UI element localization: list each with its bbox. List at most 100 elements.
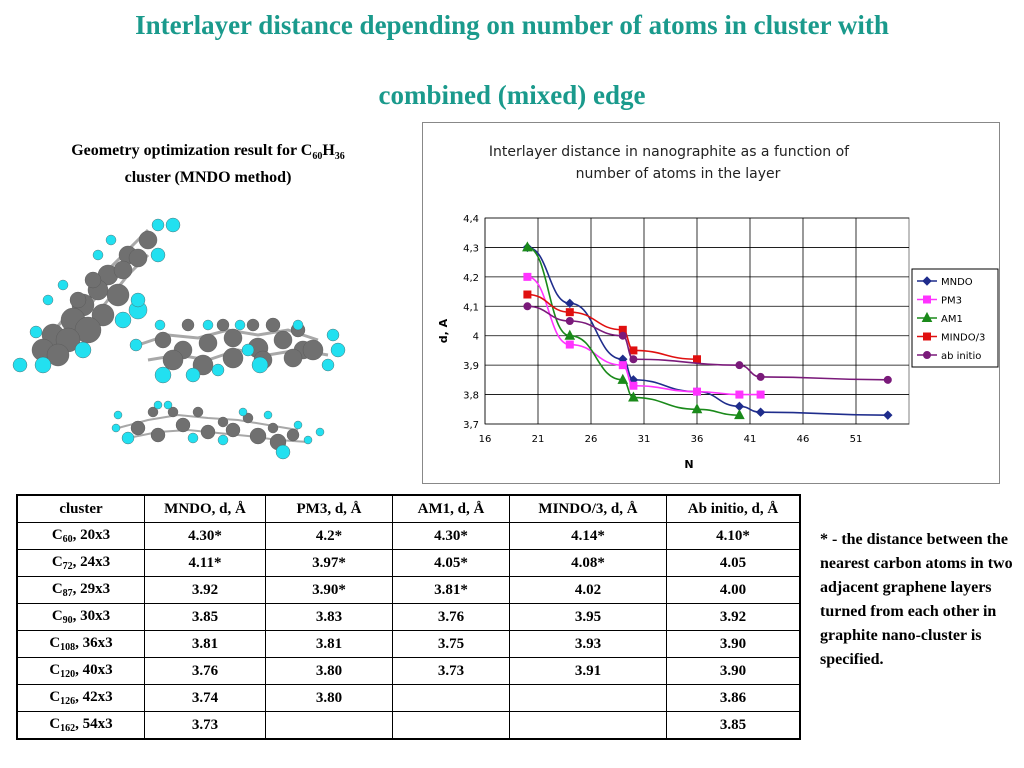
data-point-am1 <box>734 409 745 420</box>
legend-marker <box>921 311 933 322</box>
hydrogen-atom <box>74 341 92 359</box>
table-cell: 3.92 <box>144 576 266 604</box>
carbon-atom <box>150 427 166 443</box>
data-point-am1 <box>617 373 629 384</box>
hydrogen-atom <box>211 363 225 377</box>
y-tick-label: 4,2 <box>463 273 479 284</box>
chart-ticks: 3,7 3,8 3,9 4 4,1 4,2 4,3 4,4 16 21 26 31 36 41 46 51 <box>463 214 862 445</box>
table-cell <box>509 711 667 740</box>
table-cell: 3.80 <box>265 684 393 712</box>
legend-item-ab-initio: ab initio <box>917 351 981 362</box>
hydrogen-atom <box>292 319 304 331</box>
table-cell: 3.86 <box>666 684 801 712</box>
hydrogen-atom <box>293 420 303 430</box>
carbon-atom <box>222 347 244 369</box>
table-cell: 4.10* <box>666 522 801 550</box>
legend-item-am1: AM1 <box>917 311 963 325</box>
hydrogen-atom <box>326 328 340 342</box>
table-cell: 3.90 <box>666 630 801 658</box>
hydrogen-atom <box>330 342 346 358</box>
carbon-atom <box>175 417 191 433</box>
table-cell: 4.00 <box>666 576 801 604</box>
hydrogen-atom <box>154 366 172 384</box>
carbon-atom <box>225 422 241 438</box>
legend-marker <box>923 295 931 304</box>
carbon-atom <box>242 412 254 424</box>
hydrogen-atom <box>29 325 43 339</box>
carbon-atom <box>46 343 70 367</box>
table-cell: 4.2* <box>265 522 393 550</box>
table-cell: 4.14* <box>509 522 667 550</box>
hydrogen-atom <box>234 319 246 331</box>
cluster-atoms: 162 <box>60 723 76 734</box>
chart-title-line2: number of atoms in the layer <box>576 166 781 182</box>
y-tick-label: 3,8 <box>463 391 479 402</box>
x-tick-label: 46 <box>797 434 810 445</box>
data-point-mndo <box>565 298 575 309</box>
cluster-formula: C <box>51 527 63 543</box>
data-point-am1 <box>628 391 639 402</box>
table-cell: 4.08* <box>509 549 667 577</box>
y-tick-label: 3,7 <box>463 420 479 431</box>
table-cell: 3.76 <box>144 657 266 685</box>
cluster-atoms: 120 <box>60 669 76 680</box>
x-tick-label: 41 <box>744 434 757 445</box>
table-cell <box>392 711 510 740</box>
table-row: C108, 36x3 3.81 3.81 3.75 3.93 3.90 <box>16 630 801 658</box>
legend-label: MINDO/3 <box>941 333 985 344</box>
hydrogen-atom <box>57 279 69 291</box>
cluster-formula: C <box>49 635 61 651</box>
hydrogen-atom <box>187 432 199 444</box>
cluster-atoms: 108 <box>60 642 76 653</box>
x-tick-label: 21 <box>532 434 545 445</box>
carbon-atom <box>91 303 115 327</box>
results-table: cluster MNDO, d, Å PM3, d, Å AM1, d, Å M… <box>16 494 801 740</box>
chart-y-axis-label: d, A <box>437 318 450 343</box>
hydrogen-atom <box>263 410 273 420</box>
header-am1: AM1, d, Å <box>392 494 510 523</box>
table-cell: 4.30* <box>144 522 266 550</box>
hydrogen-atom <box>251 356 269 374</box>
page-title-line2: combined (mixed) edge <box>378 80 646 110</box>
table-cell: 3.75 <box>392 630 510 658</box>
hydrogen-atom <box>185 367 201 383</box>
hydrogen-atom <box>154 319 166 331</box>
hydrogen-atom <box>111 423 121 433</box>
hydrogen-atom <box>121 431 135 445</box>
footnote: * - the distance between the nearest car… <box>820 531 1013 668</box>
chart-x-axis-label: N <box>684 458 693 471</box>
molecule-image <box>12 217 346 460</box>
carbon-atom <box>302 339 324 361</box>
chart-legend: MNDO PM3 AM1 MINDO/3 ab initio <box>911 268 999 368</box>
table-cell: 4.30* <box>392 522 510 550</box>
cluster-size: , 24x3 <box>72 554 111 570</box>
y-tick-label: 3,9 <box>463 361 479 372</box>
y-tick-label: 4,3 <box>463 243 479 254</box>
carbon-atom <box>147 406 159 418</box>
header-mndo: MNDO, d, Å <box>144 494 266 523</box>
legend-marker <box>923 332 931 341</box>
hydrogen-atom <box>105 234 117 246</box>
data-point-pm3 <box>523 272 532 281</box>
data-point-ab-initio <box>756 372 765 381</box>
carbon-atom <box>286 428 300 442</box>
hydrogen-atom <box>315 427 325 437</box>
hydrogen-atom <box>163 400 173 410</box>
table-row: C120, 40x3 3.76 3.80 3.73 3.91 3.90 <box>16 657 801 685</box>
table-row: C90, 30x3 3.85 3.83 3.76 3.95 3.92 <box>16 603 801 631</box>
cluster-formula: C <box>49 662 61 678</box>
table-header-row: cluster MNDO, d, Å PM3, d, Å AM1, d, Å M… <box>16 494 801 523</box>
chart-panel: Interlayer distance in nanographite as a… <box>422 122 1000 484</box>
data-point-pm3 <box>735 390 744 399</box>
table-cell: 4.02 <box>509 576 667 604</box>
cluster-size: , 40x3 <box>75 662 113 678</box>
table-cell <box>509 684 667 712</box>
figure-caption: Geometry optimization result for C60H36 … <box>28 140 388 188</box>
carbon-atom <box>267 422 279 434</box>
data-point-pm3 <box>618 361 627 370</box>
legend-item-mindo-3: MINDO/3 <box>917 332 985 344</box>
carbon-atom <box>130 420 146 436</box>
cluster-formula: C <box>51 608 63 624</box>
table-cell: 3.85 <box>666 711 801 740</box>
table-cell: 3.85 <box>144 603 266 631</box>
